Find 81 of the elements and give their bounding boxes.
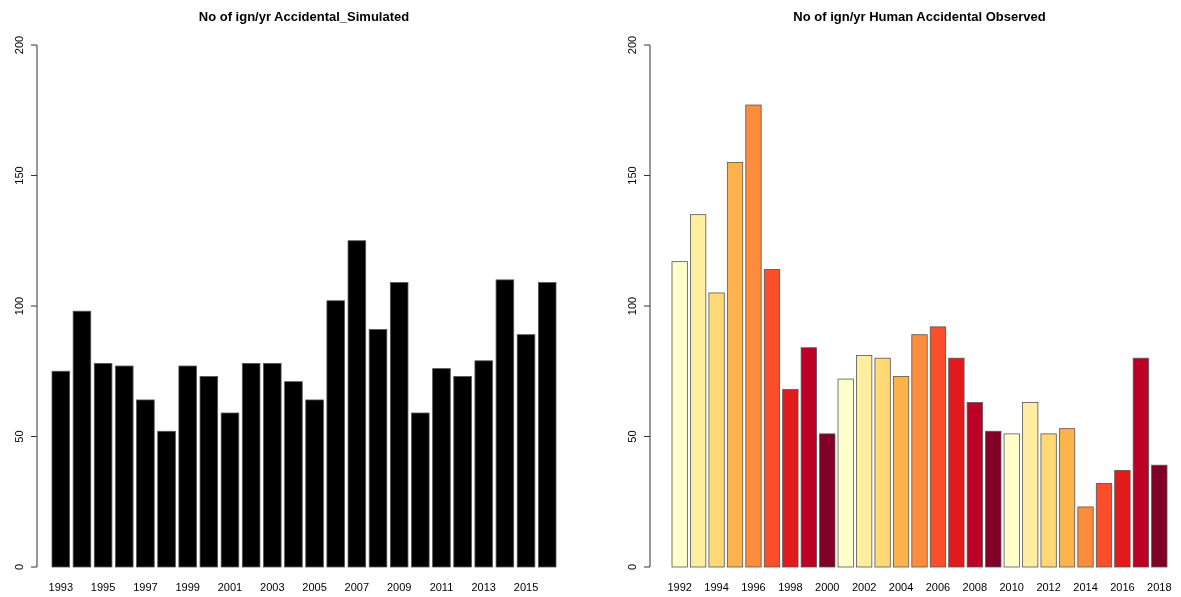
- bar: [856, 355, 873, 568]
- y-tick-label: 150: [13, 166, 25, 185]
- bar: [284, 381, 303, 568]
- bar: [389, 282, 409, 568]
- bar: [1058, 428, 1076, 568]
- bar: [305, 399, 324, 568]
- bar: [874, 357, 891, 568]
- bar: [1095, 483, 1113, 568]
- y-tick-label: 0: [13, 563, 25, 571]
- bar: [966, 402, 983, 568]
- x-tick-label: 2010: [999, 581, 1024, 593]
- bar: [929, 326, 947, 568]
- bar: [115, 365, 134, 568]
- x-tick-label: 2015: [513, 581, 539, 593]
- x-tick-label: 1992: [667, 581, 692, 593]
- x-tick-label: 2008: [962, 581, 988, 593]
- bar: [911, 334, 928, 568]
- bar: [51, 370, 71, 568]
- x-tick-label: 2002: [851, 581, 877, 593]
- bar: [1114, 470, 1131, 568]
- bar: [708, 292, 725, 568]
- y-tick-label: 50: [626, 430, 638, 443]
- x-tick-label: 1996: [741, 581, 766, 593]
- bar: [432, 368, 451, 568]
- x-tick-label: 1993: [48, 581, 74, 593]
- bar: [178, 365, 197, 568]
- bar: [671, 261, 688, 568]
- bar: [516, 334, 536, 568]
- x-tick-label: 2007: [344, 581, 370, 593]
- chart-title: No of ign/yr Accidental_Simulated: [198, 9, 410, 24]
- bar: [763, 269, 781, 568]
- x-tick-label: 1999: [175, 581, 200, 593]
- bar: [726, 162, 744, 568]
- bar: [495, 279, 515, 568]
- bar: [537, 282, 557, 568]
- bar: [241, 363, 261, 568]
- bar: [1151, 464, 1168, 568]
- y-tick-label: 50: [13, 430, 25, 443]
- y-tick-label: 100: [13, 296, 25, 316]
- x-tick-label: 2014: [1073, 581, 1098, 593]
- x-tick-label: 2000: [815, 581, 840, 593]
- bar: [263, 363, 282, 568]
- bar: [220, 412, 240, 568]
- x-tick-label: 2011: [429, 581, 454, 593]
- bar: [1077, 506, 1094, 568]
- bar: [326, 300, 345, 568]
- x-tick-label: 1998: [778, 581, 803, 593]
- bar: [72, 310, 92, 568]
- bar: [411, 412, 430, 568]
- x-tick-label: 2013: [471, 581, 496, 593]
- bar: [157, 430, 176, 568]
- bar: [745, 104, 762, 568]
- x-tick-label: 2003: [260, 581, 285, 593]
- y-tick-label: 100: [626, 296, 638, 316]
- bar: [474, 360, 493, 568]
- bar: [892, 376, 910, 568]
- x-tick-label: 2012: [1036, 581, 1061, 593]
- bar: [1132, 357, 1149, 568]
- bar: [453, 376, 472, 568]
- bar: [93, 363, 113, 568]
- x-tick-label: 2018: [1147, 581, 1172, 593]
- bar: [690, 214, 707, 568]
- x-tick-label: 2006: [925, 581, 951, 593]
- bar: [368, 329, 388, 568]
- y-tick-label: 150: [626, 166, 638, 185]
- x-tick-label: 2009: [386, 581, 412, 593]
- x-tick-label: 2005: [302, 581, 327, 593]
- chart-title: No of ign/yr Human Accidental Observed: [793, 9, 1046, 24]
- y-tick-label: 0: [626, 563, 638, 571]
- x-tick-label: 2001: [217, 581, 243, 593]
- bar: [199, 376, 219, 568]
- x-tick-label: 1994: [704, 581, 729, 593]
- y-tick-label: 200: [13, 35, 25, 55]
- bar: [136, 399, 155, 568]
- bar: [948, 357, 965, 568]
- x-tick-label: 1995: [90, 581, 116, 593]
- y-tick-label: 200: [626, 35, 638, 55]
- x-tick-label: 1997: [133, 581, 158, 593]
- bar: [347, 240, 367, 568]
- x-tick-label: 2004: [888, 581, 914, 593]
- x-tick-label: 2016: [1110, 581, 1135, 593]
